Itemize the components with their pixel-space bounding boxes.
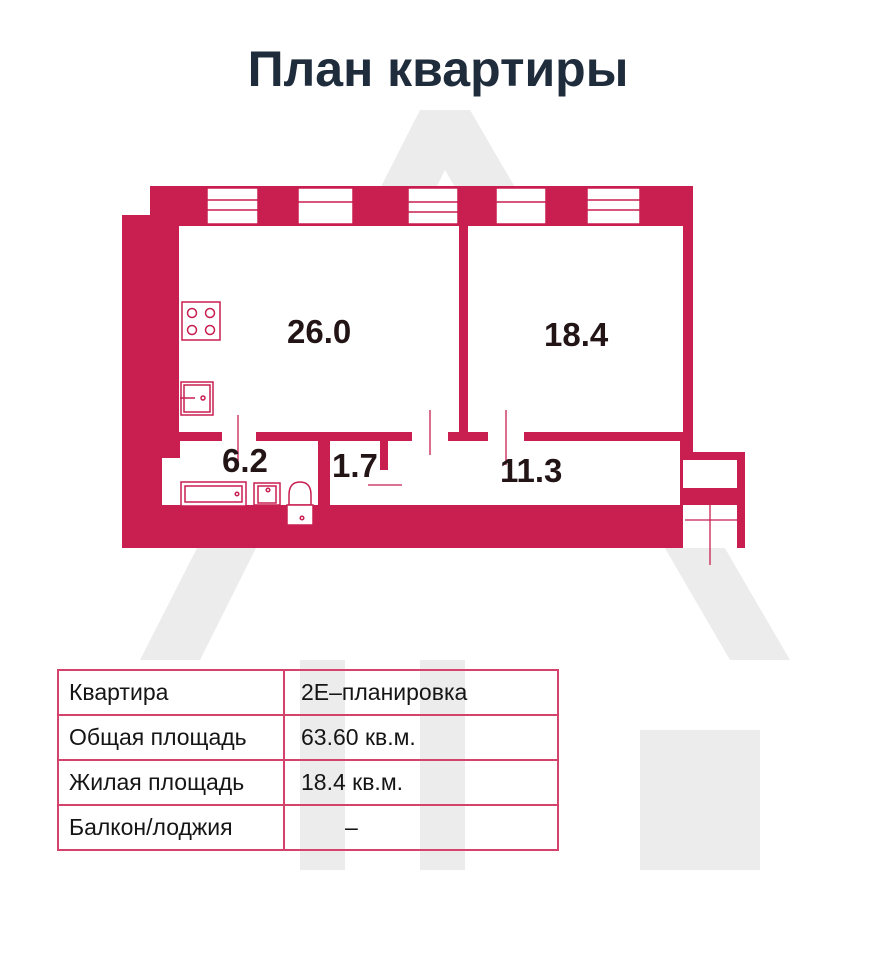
room-area-bathroom: 6.2 — [222, 442, 268, 479]
room-kitchen — [179, 226, 459, 432]
sink-icon — [180, 381, 214, 416]
windows — [206, 187, 641, 225]
row-label: Квартира — [57, 669, 285, 716]
table-row: Жилая площадь 18.4 кв.м. — [57, 759, 559, 806]
row-value: 63.60 кв.м. — [283, 714, 559, 761]
room-area-storage: 1.7 — [332, 447, 378, 484]
row-value: 2Е–планировка — [283, 669, 559, 716]
room-area-kitchen: 26.0 — [287, 313, 351, 350]
row-label: Балкон/лоджия — [57, 804, 285, 851]
page-title: План квартиры — [247, 41, 629, 97]
room-storage — [330, 441, 380, 505]
room-interiors — [162, 226, 737, 548]
room-bedroom — [468, 226, 683, 432]
row-value: 18.4 кв.м. — [283, 759, 559, 806]
row-label: Жилая площадь — [57, 759, 285, 806]
room-area-bedroom: 18.4 — [544, 316, 609, 353]
apartment-info-table: Квартира 2Е–планировка Общая площадь 63.… — [57, 669, 559, 851]
row-label: Общая площадь — [57, 714, 285, 761]
room-area-hallway: 11.3 — [500, 452, 562, 489]
stove-icon — [181, 301, 221, 341]
table-row: Общая площадь 63.60 кв.м. — [57, 714, 559, 761]
doors — [222, 410, 740, 565]
bathtub-icon — [180, 481, 247, 507]
washbasin-icon — [253, 482, 281, 506]
toilet-icon — [286, 481, 314, 526]
row-value: – — [283, 804, 559, 851]
room-nook — [683, 460, 737, 488]
table-row: Квартира 2Е–планировка — [57, 669, 559, 716]
table-row: Балкон/лоджия – — [57, 804, 559, 851]
room-hallway — [388, 441, 680, 505]
